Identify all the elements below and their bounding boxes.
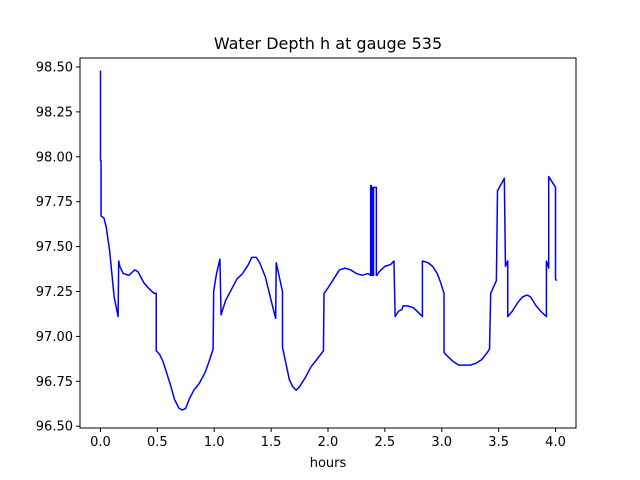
y-tick-label: 97.00: [36, 330, 73, 345]
x-tick-label: 2.0: [318, 435, 339, 450]
y-tick-label: 98.25: [36, 105, 73, 120]
x-tick-label: 0.0: [90, 435, 111, 450]
y-tick-label: 97.25: [36, 285, 73, 300]
y-tick-label: 97.50: [36, 240, 73, 255]
y-axis-ticks: 96.50 96.75 97.00 97.25 97.50 97.75 98.00 98.25…: [36, 60, 80, 435]
x-axis-ticks: 0.0 0.5 1.0 1.5 2.0 2.5 3.0 3.5 4.0: [90, 428, 566, 450]
series-line-0: [99, 70, 558, 411]
chart-title: Water Depth h at gauge 535: [214, 34, 442, 53]
x-tick-label: 1.0: [204, 435, 225, 450]
x-tick-label: 1.5: [261, 435, 282, 450]
y-tick-label: 98.00: [36, 150, 73, 165]
axes-frame: [79, 57, 577, 429]
y-tick-label: 98.50: [36, 60, 73, 75]
x-tick-label: 2.5: [375, 435, 396, 450]
y-tick-label: 97.75: [36, 195, 73, 210]
x-tick-label: 4.0: [545, 435, 566, 450]
plot-area: [99, 70, 558, 411]
y-tick-label: 96.75: [36, 375, 73, 390]
x-axis-label: hours: [310, 456, 347, 471]
x-tick-label: 3.5: [488, 435, 509, 450]
y-tick-label: 96.50: [36, 420, 73, 435]
x-tick-label: 3.0: [431, 435, 452, 450]
x-tick-label: 0.5: [147, 435, 168, 450]
